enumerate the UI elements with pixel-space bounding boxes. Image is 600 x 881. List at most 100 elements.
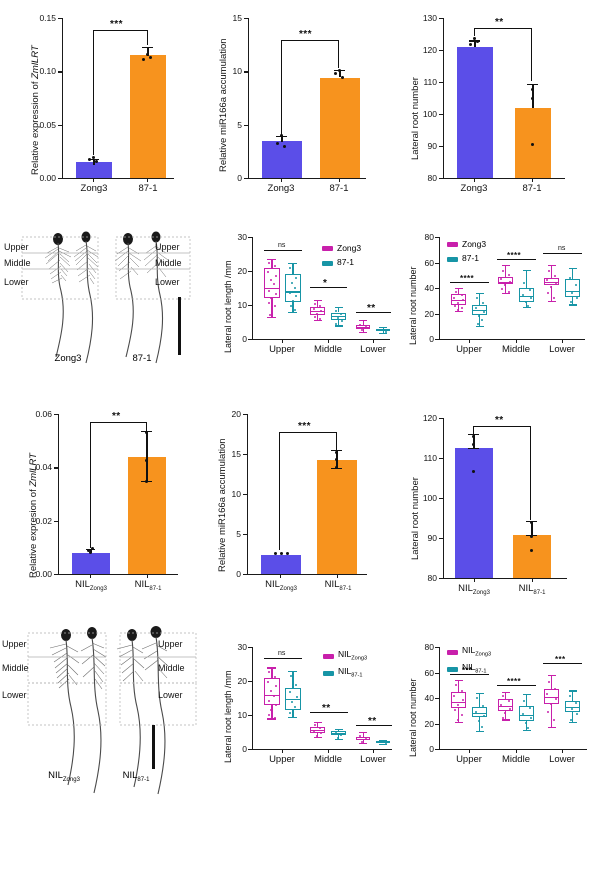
panel-i-plot: 80 90 100 110 120 ** NILZong3 NIL87-1 xyxy=(423,414,567,596)
panel-k-legend-item-nil-87-1: NIL87-1 xyxy=(323,666,367,680)
panel-e-xtick-lower: Lower xyxy=(360,344,386,355)
panel-b-ytick-2: 10 xyxy=(232,66,242,77)
panel-l-legend-item-nil-zong3: NILZong3 xyxy=(447,645,491,659)
panel-a-ytick-3: 0.15 xyxy=(39,13,56,23)
panel-i-ytick-1: 90 xyxy=(427,533,437,543)
panel-l-legend-label-nil-zong3: NILZong3 xyxy=(462,645,492,658)
panel-i-ytick-0: 80 xyxy=(427,573,437,583)
panel-e-sig-lower: ** xyxy=(367,303,376,314)
panel-h-xtick-nil-87-1: NIL87-1 xyxy=(324,579,352,592)
panel-f-legend-label-87-1: 87-1 xyxy=(462,253,480,264)
panel-f-legend: Zong3 87-1 xyxy=(447,239,486,268)
panel-h-bar-nil-87-1 xyxy=(317,460,357,574)
panel-j-zone-lower-left: Lower xyxy=(2,690,27,700)
panel-c: Lateral root number 80 90 100 110 120 13… xyxy=(380,0,600,200)
panel-k-legend: NILZong3 NIL87-1 xyxy=(323,649,367,683)
panel-b-ytick-0: 0 xyxy=(237,173,242,183)
panel-e-sig-middle: * xyxy=(323,278,328,289)
panel-c-ytick-3: 110 xyxy=(423,77,437,87)
panel-k-xtick-lower: Lower xyxy=(360,754,386,765)
panel-h-significance: *** xyxy=(298,421,311,432)
panel-c-ytick-4: 120 xyxy=(422,45,437,55)
panel-a-bar-87-1 xyxy=(130,55,166,178)
panel-e-legend-label-zong3: Zong3 xyxy=(337,243,362,253)
panel-g-xtick-nil-zong3: NILZong3 xyxy=(75,579,107,592)
panel-f-legend-item-87-1: 87-1 xyxy=(447,253,486,264)
panel-b-xtick-87-1: 87-1 xyxy=(329,183,349,194)
panel-g-ytick-3: 0.06 xyxy=(35,409,52,419)
legend-swatch-teal-icon xyxy=(447,666,458,672)
panel-e-legend-item-zong3: Zong3 xyxy=(322,243,361,254)
panel-e-xtick-middle: Middle xyxy=(314,344,342,355)
panel-i-significance: ** xyxy=(495,415,504,426)
panel-l-xtick-middle: Middle xyxy=(502,754,530,765)
panel-d: Upper Middle Lower Upper Middle Lower Zo… xyxy=(0,225,210,375)
panel-e-ytick-1: 10 xyxy=(237,300,247,310)
panel-b-xtick-zong3: Zong3 xyxy=(267,183,295,194)
panel-f-legend-label-zong3: Zong3 xyxy=(462,239,487,249)
panel-g-xtick-nil-87-1: NIL87-1 xyxy=(134,579,162,592)
root-drawing-j xyxy=(27,626,197,795)
panel-l-ytick-1: 20 xyxy=(424,718,434,729)
legend-swatch-teal-icon xyxy=(322,260,333,266)
panel-l-ytick-3: 60 xyxy=(424,667,434,678)
panel-c-significance: ** xyxy=(495,17,504,28)
panel-h-bar-nil-zong3 xyxy=(261,554,301,574)
panel-a-ytick-0: 0.00 xyxy=(39,173,56,183)
panel-h-ytick-4: 20 xyxy=(231,409,241,419)
panel-j-zone-upper-left: Upper xyxy=(2,639,27,649)
panel-c-xtick-zong3: Zong3 xyxy=(460,183,488,194)
panel-k-legend-label-nil-zong3: NILZong3 xyxy=(338,649,368,662)
panel-e-ytick-3: 30 xyxy=(237,232,247,242)
panel-g-ytick-2: 0.04 xyxy=(35,462,52,473)
panel-k-legend-label-nil-87-1: NIL87-1 xyxy=(338,666,363,679)
panel-l: Lateral root number 0 20 40 60 80 xyxy=(395,625,600,785)
panel-k-ytick-3: 30 xyxy=(237,642,247,652)
panel-d-scale-bar xyxy=(178,297,182,355)
panel-k: Lateral root length /mm 0 10 20 30 xyxy=(210,625,395,785)
panel-f-plot: 0 20 40 60 80 xyxy=(425,233,585,354)
panel-a-ylabel: Relative expression of ZmlLRT xyxy=(30,45,41,175)
panel-b-plot: 0 5 10 15 *** Zong3 87-1 xyxy=(233,14,366,193)
panel-f-xtick-middle: Middle xyxy=(502,344,530,355)
panel-k-plot: 0 10 20 30 xyxy=(238,643,392,764)
panel-i-ytick-2: 100 xyxy=(422,493,437,503)
panel-e-legend: Zong3 87-1 xyxy=(322,243,361,272)
panel-l-sig-upper: *** xyxy=(462,666,473,675)
panel-f-xtick-lower: Lower xyxy=(549,344,575,355)
panel-c-ytick-1: 90 xyxy=(427,141,437,151)
panel-f-ytick-2: 40 xyxy=(424,283,434,293)
panel-g-plot: 0.00 0.02 0.04 0.06 ** NILZong3 NIL87-1 xyxy=(35,410,178,592)
panel-c-ytick-2: 100 xyxy=(422,109,437,119)
panel-h: Relative miR166a accumulation 0 5 10 15 … xyxy=(190,400,380,600)
panel-c-ytick-0: 80 xyxy=(427,173,437,183)
panel-j-zone-upper-right: Upper xyxy=(158,639,183,649)
legend-swatch-teal-icon xyxy=(447,256,458,262)
panel-d-zone-middle-left: Middle xyxy=(4,258,31,268)
panel-k-ytick-0: 0 xyxy=(242,744,247,754)
panel-d-zone-lower-left: Lower xyxy=(4,277,29,287)
panel-a-significance: *** xyxy=(110,19,123,30)
panel-a: Relative expression of ZmlLRT 0.00 0.05 … xyxy=(0,0,190,200)
panel-h-ytick-2: 10 xyxy=(231,489,241,499)
panel-d-zone-upper-right: Upper xyxy=(155,242,180,252)
panel-a-ytick-1: 0.05 xyxy=(39,119,56,130)
legend-swatch-magenta-icon xyxy=(322,246,333,252)
panel-b-significance: *** xyxy=(299,29,312,40)
root-drawing-d xyxy=(21,231,191,364)
panel-e-xtick-upper: Upper xyxy=(269,344,295,355)
panel-c-bar-zong3 xyxy=(457,46,493,178)
panel-j-scale-bar xyxy=(152,725,156,769)
panel-k-ytick-2: 20 xyxy=(237,676,247,686)
panel-j-genotype-nil-87-1: NIL87-1 xyxy=(122,770,150,783)
panel-c-plot: 80 90 100 110 120 130 ** Zong3 87-1 xyxy=(423,14,565,193)
panel-i-xtick-nil-zong3: NILZong3 xyxy=(458,583,490,596)
panel-e-legend-item-87-1: 87-1 xyxy=(322,257,361,268)
panel-i: Lateral root number 80 90 100 110 120 **… xyxy=(380,400,600,600)
panel-b-bar-zong3 xyxy=(262,140,302,178)
panel-g-bar-nil-zong3 xyxy=(72,552,110,574)
panel-d-genotype-zong3: Zong3 xyxy=(54,353,82,364)
panel-f-sig-middle: **** xyxy=(507,251,522,260)
panel-b-bar-87-1 xyxy=(320,77,360,178)
legend-swatch-magenta-icon xyxy=(447,242,458,248)
